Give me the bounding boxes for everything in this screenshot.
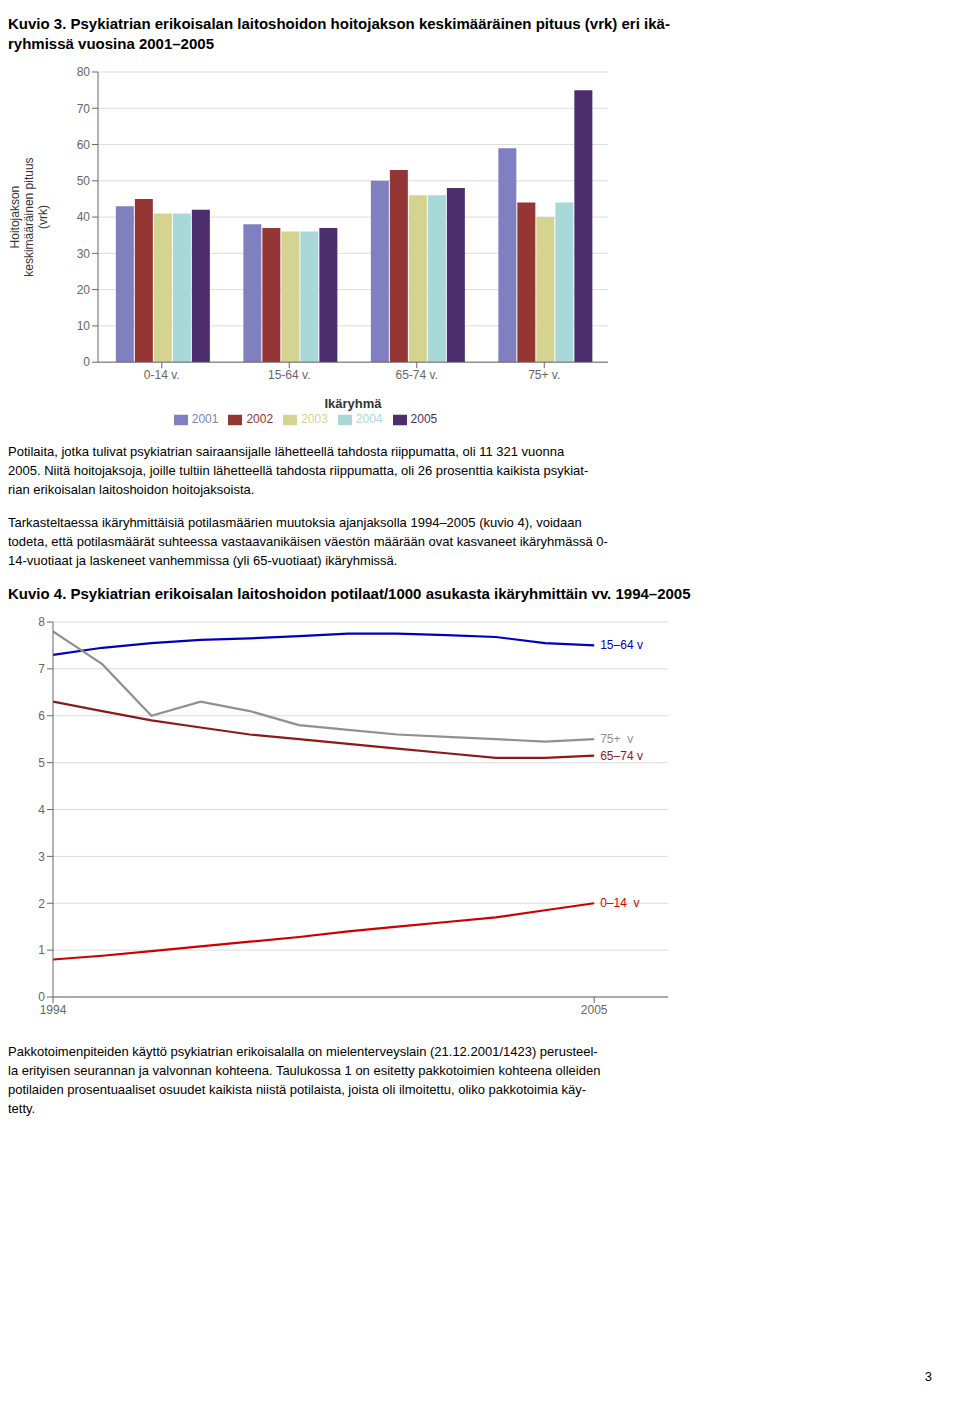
svg-text:2005: 2005 <box>581 1003 608 1017</box>
html-text:2002: 2002 <box>246 412 274 427</box>
svg-text:60: 60 <box>77 138 91 152</box>
svg-text:7: 7 <box>38 662 45 676</box>
svg-text:8: 8 <box>38 615 45 629</box>
html-text:ryhmissä vuosina 2001–2005: ryhmissä vuosina 2001–2005 <box>8 35 214 52</box>
html-text:Tarkasteltaessa ikäryhmittäisi: Tarkasteltaessa ikäryhmittäisiä potilasm… <box>8 515 608 568</box>
svg-text:Hoitojaksonkeskimääräinen pitu: Hoitojaksonkeskimääräinen pituus(vrk) <box>8 157 50 276</box>
html-text:3: 3 <box>924 1369 932 1384</box>
svg-text:1994: 1994 <box>40 1003 67 1017</box>
html-text:2001: 2001 <box>191 412 219 427</box>
svg-text:Ikäryhmä: Ikäryhmä <box>324 396 382 411</box>
svg-text:6: 6 <box>38 709 45 723</box>
svg-text:40: 40 <box>77 210 91 224</box>
svg-text:70: 70 <box>77 102 91 116</box>
svg-text:5: 5 <box>38 756 45 770</box>
svg-text:2: 2 <box>38 897 45 911</box>
svg-text:1: 1 <box>38 943 45 957</box>
svg-text:75+ v.: 75+ v. <box>528 368 560 382</box>
svg-text:0: 0 <box>38 990 45 1004</box>
svg-text:65-74 v.: 65-74 v. <box>396 368 438 382</box>
svg-text:0: 0 <box>83 355 90 369</box>
html-text:2005: 2005 <box>410 412 438 427</box>
svg-text:0–14 v: 0–14 v <box>600 896 639 910</box>
svg-text:15-64 v.: 15-64 v. <box>268 368 310 382</box>
html-text:Kuvio 3. Psykiatrian erikoisal: Kuvio 3. Psykiatrian erikoisalan laitosh… <box>8 15 670 32</box>
svg-text:4: 4 <box>38 803 45 817</box>
svg-text:65–74 v: 65–74 v <box>600 749 643 763</box>
svg-text:3: 3 <box>38 850 45 864</box>
html-text:Pakkotoimenpiteiden käyttö psy: Pakkotoimenpiteiden käyttö psykiatrian e… <box>8 1044 601 1116</box>
html-text:2004: 2004 <box>355 412 383 427</box>
svg-text:15–64 v: 15–64 v <box>600 638 643 652</box>
svg-text:50: 50 <box>77 174 91 188</box>
svg-text:0-14 v.: 0-14 v. <box>144 368 180 382</box>
html-text:Kuvio 4. Psykiatrian erikoisal: Kuvio 4. Psykiatrian erikoisalan laitosh… <box>8 585 691 602</box>
svg-text:20: 20 <box>77 283 91 297</box>
html-text:2003: 2003 <box>301 412 328 427</box>
svg-text:75+ v: 75+ v <box>600 732 633 746</box>
svg-text:30: 30 <box>77 247 91 261</box>
svg-text:80: 80 <box>77 65 91 79</box>
html-text:Potilaita, jotka tulivat psyki: Potilaita, jotka tulivat psykiatrian sai… <box>8 444 589 497</box>
svg-text:10: 10 <box>77 319 91 333</box>
